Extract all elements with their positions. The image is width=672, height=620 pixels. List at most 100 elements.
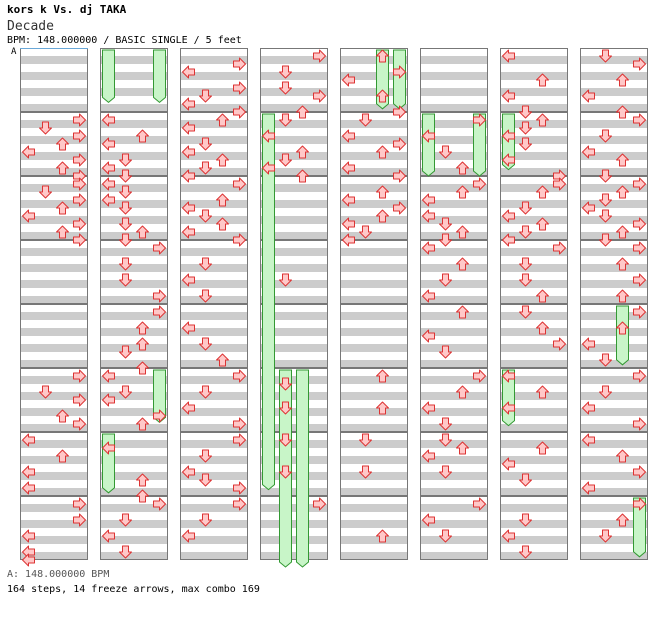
freeze-arrow [296,369,309,568]
beat-stripe [340,168,408,176]
right-arrow-icon [73,393,86,407]
beat-stripe [580,200,648,208]
beat-stripe [100,376,168,384]
beat-stripe [260,520,328,528]
beat-stripe [180,376,248,384]
beat-stripe [100,456,168,464]
up-arrow-icon [376,89,389,103]
beat-stripe [100,232,168,240]
left-arrow-icon [502,153,515,167]
beat-stripe [500,184,568,192]
measure-border [500,304,568,368]
up-arrow-icon [536,73,549,87]
beat-stripe [100,392,168,400]
beat-stripe [500,264,568,272]
measure-border [180,48,248,112]
chart-stats: 164 steps, 14 freeze arrows, max combo 1… [7,584,260,595]
down-arrow-icon [519,137,532,151]
beat-stripe [20,248,88,256]
right-arrow-icon [313,89,326,103]
beat-stripe [100,360,168,368]
beat-stripe [260,488,328,496]
right-arrow-icon [233,369,246,383]
beat-stripe [580,184,648,192]
beat-stripe [100,280,168,288]
measure-border [260,496,328,560]
beat-stripe [20,200,88,208]
down-arrow-icon [199,473,212,487]
left-arrow-icon [182,65,195,79]
beat-stripe [580,424,648,432]
measure-border [500,176,568,240]
measure-border [260,304,328,368]
right-arrow-icon [233,497,246,511]
beat-stripe [500,168,568,176]
down-arrow-icon [199,89,212,103]
beat-stripe [20,312,88,320]
down-arrow-icon [519,225,532,239]
right-arrow-icon [233,105,246,119]
beat-stripe [500,456,568,464]
beat-stripe [20,360,88,368]
song-title: Decade [7,19,54,34]
down-arrow-icon [359,113,372,127]
measure-border [100,496,168,560]
measure-border [100,112,168,176]
up-arrow-icon [456,385,469,399]
beat-stripe [580,88,648,96]
beat-stripe [100,104,168,112]
left-arrow-icon [22,529,35,543]
beat-stripe [100,504,168,512]
beat-stripe [500,360,568,368]
beat-stripe [580,120,648,128]
right-arrow-icon [73,193,86,207]
beat-stripe [420,328,488,336]
beat-stripe [20,296,88,304]
beat-stripe [420,280,488,288]
down-arrow-icon [519,545,532,559]
right-arrow-icon [313,497,326,511]
up-arrow-icon [296,105,309,119]
measure-border [580,112,648,176]
beat-stripe [420,440,488,448]
beat-stripe [420,376,488,384]
up-arrow-icon [536,185,549,199]
down-arrow-icon [439,345,452,359]
beat-stripe [500,312,568,320]
beat-stripe [100,216,168,224]
beat-stripe [500,536,568,544]
beat-stripe [180,312,248,320]
measure-border [180,240,248,304]
beat-stripe [180,472,248,480]
beat-stripe [420,344,488,352]
beat-stripe [420,120,488,128]
beat-stripe [340,136,408,144]
right-arrow-icon [633,465,646,479]
down-arrow-icon [599,129,612,143]
measure-border [20,176,88,240]
down-arrow-icon [119,513,132,527]
left-arrow-icon [22,481,35,495]
beat-stripe [100,296,168,304]
down-arrow-icon [279,113,292,127]
measure-border [180,496,248,560]
beat-stripe [420,264,488,272]
left-arrow-icon [102,137,115,151]
up-arrow-icon [376,529,389,543]
measure-border [100,304,168,368]
beat-stripe [340,264,408,272]
beat-stripe [500,152,568,160]
beat-stripe [340,232,408,240]
measure-border [580,496,648,560]
measure-border [340,432,408,496]
up-arrow-icon [616,185,629,199]
down-arrow-icon [439,529,452,543]
beat-stripe [420,296,488,304]
right-arrow-icon [553,337,566,351]
freeze-arrow [393,49,406,110]
measure-border [100,240,168,304]
beat-stripe [340,104,408,112]
down-arrow-icon [199,161,212,175]
beat-stripe [340,392,408,400]
down-arrow-icon [279,65,292,79]
